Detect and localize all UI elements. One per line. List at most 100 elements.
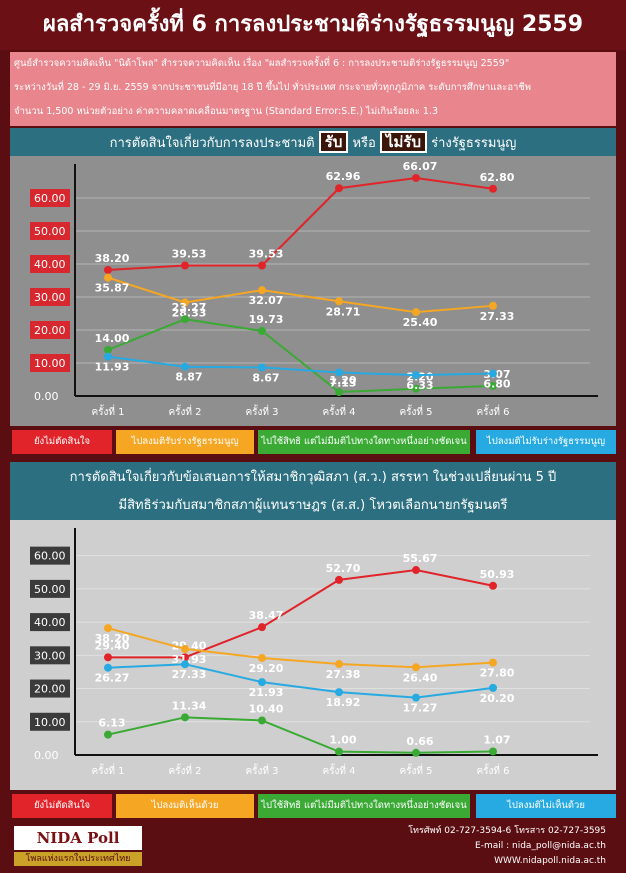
data-point [104,731,112,739]
data-point [181,262,189,270]
data-label: 52.70 [326,562,361,575]
data-label: 19.73 [249,313,284,326]
data-label: 28.71 [326,305,361,318]
data-label: 10.40 [249,702,284,715]
intro-line: ระหว่างวันที่ 28 - 29 มิ.ย. 2559 จากประช… [14,76,616,100]
data-point [181,363,189,371]
data-label: 35.87 [95,282,130,295]
x-tick-label: ครั้งที่ 3 [245,763,278,777]
data-point [412,308,420,316]
data-point [104,266,112,274]
legend-entry: ไปลงมติรับร่างรัฐธรรมนูญ [116,430,254,454]
data-label: 62.96 [326,170,361,183]
contact-line: WWW.nidapoll.nida.ac.th [408,854,606,869]
data-point [489,370,497,378]
title-line: การตัดสินใจเกี่ยวกับข้อเสนอการให้สมาชิกว… [10,464,616,492]
infographic: ผลสำรวจครั้งที่ 6 การลงประชามติร่างรัฐธร… [0,0,626,873]
legend-entry: ยังไม่ตัดสินใจ [12,794,112,818]
data-point [335,297,343,305]
x-tick-label: ครั้งที่ 2 [168,763,201,777]
legend-entry: ไปใช้สิทธิ แต่ไม่มีมติไปทางใดทางหนึ่งอย่… [258,794,470,818]
data-point [335,368,343,376]
data-label: 8.87 [175,371,202,384]
x-tick-label: ครั้งที่ 6 [476,763,509,777]
data-point [335,748,343,756]
data-point [489,185,497,193]
y-tick-label: 60.00 [34,192,66,205]
data-point [104,274,112,282]
y-tick-label: 30.00 [34,291,66,304]
data-point [489,747,497,755]
data-label: 26.40 [403,671,438,684]
data-label: 50.93 [480,568,515,581]
data-label: 20.20 [480,692,515,705]
data-point [335,660,343,668]
data-point [489,582,497,590]
data-label: 27.33 [480,310,515,323]
data-label: 11.34 [172,699,207,712]
logo: NIDA Poll [14,826,142,850]
data-point [258,262,266,270]
data-point [258,363,266,371]
data-label: 32.07 [249,294,284,307]
contact-line: E-mail : nida_poll@nida.ac.th [408,839,606,854]
slogan: โพลแห่งแรกในประเทศไทย [14,852,142,866]
data-point [181,315,189,323]
y-tick-label: 0.00 [34,390,59,403]
data-point [412,371,420,379]
data-point [489,302,497,310]
chart: 0.0010.0020.0030.0040.0050.0060.00ครั้งท… [0,156,626,426]
data-label: 6.80 [483,378,510,391]
footer: NIDA Poll โพลแห่งแรกในประเทศไทย โทรศัพท์… [10,820,616,870]
title-line: มีสิทธิร่วมกับสมาชิกสภาผู้แทนราษฎร (ส.ส.… [10,492,616,520]
data-label: 27.33 [172,668,207,681]
data-point [258,678,266,686]
data-point [258,654,266,662]
data-label: 0.66 [406,735,433,748]
data-label: 23.27 [172,301,207,314]
data-label: 18.92 [326,696,361,709]
chart: 0.0010.0020.0030.0040.0050.0060.00ครั้งท… [0,520,626,790]
data-point [258,327,266,335]
data-point [104,624,112,632]
x-tick-label: ครั้งที่ 4 [322,763,355,777]
x-tick-label: ครั้งที่ 5 [399,763,432,777]
intro-line: ศูนย์สำรวจความคิดเห็น "นิด้าโพล" สำรวจคว… [14,52,616,76]
legend-entry: ไปลงมติเห็นด้วย [116,794,254,818]
intro-line: จำนวน 1,500 หน่วยตัวอย่าง ค่าความคลาดเคล… [14,100,616,124]
x-tick-label: ครั้งที่ 4 [322,404,355,418]
title-part: ไม่รับ [380,131,427,153]
data-point [104,353,112,361]
data-label: 6.13 [98,717,125,730]
legend-entry: ไปใช้สิทธิ แต่ไม่มีมติไปทางใดทางหนึ่งอย่… [258,430,470,454]
y-tick-label: 10.00 [34,716,66,729]
contact-line: โทรศัพท์ 02-727-3594-6 โทรสาร 02-727-359… [408,824,606,839]
x-tick-label: ครั้งที่ 2 [168,404,201,418]
data-point [489,684,497,692]
data-point [335,688,343,696]
data-label: 7.13 [329,376,356,389]
chart-title: การตัดสินใจเกี่ยวกับข้อเสนอการให้สมาชิกว… [10,462,616,522]
y-tick-label: 20.00 [34,324,66,337]
data-label: 29.20 [249,662,284,675]
y-tick-label: 40.00 [34,616,66,629]
data-point [489,659,497,667]
data-point [104,653,112,661]
data-label: 14.00 [95,332,130,345]
header-title: ผลสำรวจครั้งที่ 6 การลงประชามติร่างรัฐธร… [0,0,626,50]
data-point [412,663,420,671]
data-point [258,716,266,724]
y-tick-label: 10.00 [34,357,66,370]
data-label: 17.27 [403,702,438,715]
data-label: 8.67 [252,371,279,384]
chart-title: การตัดสินใจเกี่ยวกับการลงประชามติ รับ หร… [10,128,616,156]
y-tick-label: 20.00 [34,683,66,696]
data-label: 38.20 [95,632,130,645]
data-label: 38.47 [249,609,284,622]
data-label: 25.40 [403,316,438,329]
data-point [412,749,420,757]
x-tick-label: ครั้งที่ 3 [245,404,278,418]
legend-entry: ไปลงมติไม่รับร่างรัฐธรรมนูญ [476,430,616,454]
data-point [412,174,420,182]
title-part: การตัดสินใจเกี่ยวกับการลงประชามติ [110,136,315,151]
